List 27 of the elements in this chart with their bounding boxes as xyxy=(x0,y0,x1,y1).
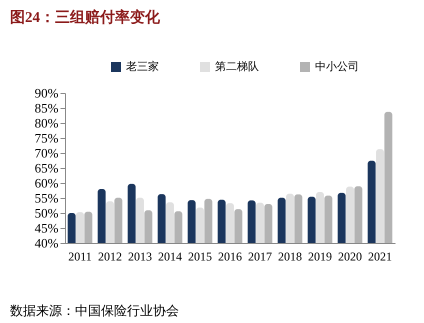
x-tick-label: 2014 xyxy=(158,250,182,264)
x-tick-label: 2018 xyxy=(278,250,302,264)
x-tick-label: 2021 xyxy=(368,250,392,264)
y-tick-label: 65% xyxy=(34,160,59,176)
source-note: 数据来源：中国保险行业协会 xyxy=(10,303,179,318)
legend-label: 中小公司 xyxy=(315,60,359,73)
x-tick-label: 2017 xyxy=(248,250,272,264)
x-tick-label: 2020 xyxy=(338,250,362,264)
y-tick-label: 40% xyxy=(34,236,59,250)
legend-label: 第二梯队 xyxy=(215,61,259,73)
x-tick-label: 2019 xyxy=(308,250,332,264)
x-tick-label: 2012 xyxy=(98,250,122,264)
y-tick-label: 50% xyxy=(34,206,59,220)
x-tick-label: 2011 xyxy=(68,250,92,264)
y-tick-label: 85% xyxy=(34,100,59,116)
x-tick-label: 2016 xyxy=(218,250,242,264)
y-tick-label: 60% xyxy=(34,176,59,190)
y-tick-label: 45% xyxy=(34,220,59,236)
x-tick-label: 2015 xyxy=(188,250,212,264)
y-tick-label: 75% xyxy=(34,130,59,146)
y-tick-label: 55% xyxy=(34,190,59,206)
y-tick-label: 90% xyxy=(34,86,59,100)
legend-label: 老三家 xyxy=(126,60,159,73)
y-tick-label: 80% xyxy=(34,116,59,130)
y-tick-label: 70% xyxy=(34,146,59,160)
chart-title: 图24：三组赔付率变化 xyxy=(10,8,161,26)
x-tick-label: 2013 xyxy=(128,250,152,264)
